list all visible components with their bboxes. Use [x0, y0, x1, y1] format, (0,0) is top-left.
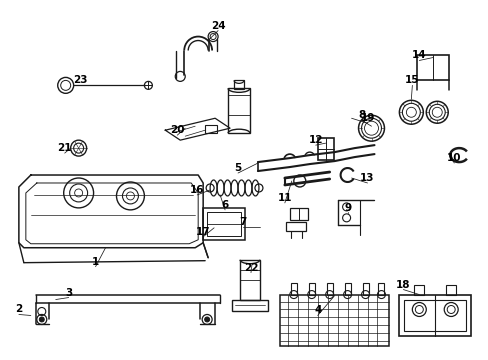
Text: 22: 22 — [243, 263, 258, 273]
Text: 6: 6 — [221, 200, 228, 210]
Text: 17: 17 — [196, 227, 210, 237]
Bar — [378, 283, 384, 294]
Text: 20: 20 — [170, 125, 184, 135]
Bar — [413, 285, 424, 294]
Text: 19: 19 — [360, 113, 374, 123]
Bar — [362, 283, 368, 294]
Text: 24: 24 — [210, 21, 225, 31]
Bar — [446, 285, 455, 294]
Bar — [290, 283, 296, 294]
Bar — [308, 283, 314, 294]
Text: 7: 7 — [239, 217, 246, 227]
Text: 3: 3 — [65, 288, 72, 298]
Text: 5: 5 — [234, 163, 241, 173]
Text: 8: 8 — [357, 110, 365, 120]
Bar — [344, 283, 350, 294]
Bar — [234, 80, 244, 89]
Bar — [207, 212, 241, 236]
Text: 12: 12 — [308, 135, 322, 145]
Bar — [205, 125, 217, 133]
Text: 16: 16 — [189, 185, 204, 195]
Bar — [279, 294, 388, 346]
Text: 10: 10 — [446, 153, 461, 163]
Text: 13: 13 — [360, 173, 374, 183]
Text: 9: 9 — [344, 203, 350, 213]
Bar — [240, 260, 260, 300]
Text: 18: 18 — [395, 280, 410, 289]
Text: 23: 23 — [73, 75, 88, 85]
Bar — [317, 138, 333, 160]
Text: 2: 2 — [15, 305, 22, 315]
Text: 14: 14 — [411, 50, 426, 60]
Circle shape — [204, 317, 209, 322]
Text: 21: 21 — [57, 143, 72, 153]
Text: 1: 1 — [92, 257, 99, 267]
Text: 15: 15 — [404, 75, 419, 85]
Bar — [416, 55, 448, 80]
Bar — [399, 294, 470, 336]
Bar — [227, 88, 249, 133]
Bar — [404, 300, 465, 332]
Circle shape — [39, 317, 44, 322]
Text: 11: 11 — [277, 193, 291, 203]
Bar — [203, 208, 244, 240]
Bar — [289, 208, 307, 220]
Text: 4: 4 — [313, 306, 321, 315]
Bar — [285, 222, 305, 231]
Bar — [232, 300, 267, 311]
Bar — [326, 283, 332, 294]
